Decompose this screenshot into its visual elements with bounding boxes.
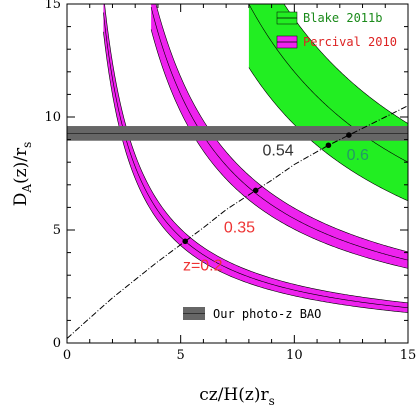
annotation-3: 0.6 — [347, 147, 369, 164]
x-tick-label-0: 0 — [63, 348, 71, 363]
ticks: 0 5 10 15 0 5 10 15 — [44, 0, 416, 363]
y-axis-title-sub-s: s — [20, 142, 34, 148]
plot-frame — [66, 3, 409, 344]
x-tick-label-5: 5 — [177, 348, 185, 363]
x-tick-label-15: 15 — [400, 348, 416, 363]
annotation-1: 0.35 — [224, 219, 255, 236]
x-axis-title: cz/H(z)rs — [199, 385, 275, 408]
band-center-z-0.2 — [103, 12, 408, 309]
point-z-0.54 — [325, 142, 332, 149]
y-axis-title: DA(z)/rs — [11, 142, 34, 207]
y-tick-label-10: 10 — [44, 110, 61, 125]
annotations: z=0.2 0.35 0.54 0.6 — [183, 142, 369, 274]
y-tick-label-15: 15 — [44, 0, 61, 12]
annotation-2: 0.54 — [263, 142, 294, 159]
y-tick-label-0: 0 — [53, 336, 61, 351]
distance-curve — [66, 105, 409, 339]
point-z-0.35 — [252, 187, 259, 194]
legend-label-blake: Blake 2011b — [303, 11, 382, 25]
y-tick-label-5: 5 — [53, 223, 61, 238]
y-axis-title-rest: (z)/r — [11, 147, 31, 184]
photoz-legend: Our photo-z BAO — [183, 307, 321, 321]
band-center-z-0.6 — [248, 4, 408, 163]
y-axis-title-main: D — [11, 193, 31, 207]
band-z-0.2 — [103, 4, 408, 313]
point-z-0.2 — [182, 238, 189, 245]
axes-frame — [66, 3, 409, 344]
band-edge-upper-z-0.6 — [283, 4, 408, 124]
x-tick-label-10: 10 — [286, 348, 303, 363]
x-axis-title-main: cz/H(z)r — [199, 385, 269, 405]
annotation-0: z=0.2 — [183, 258, 223, 275]
band-center-z-0.35 — [150, 6, 408, 261]
legend: Blake 2011b Percival 2010 — [276, 11, 397, 49]
band-edge-upper-z-0.35 — [155, 4, 408, 253]
legend-label-percival: Percival 2010 — [303, 35, 397, 49]
point-z-0.6 — [346, 132, 352, 138]
band-z-0.6 — [248, 4, 408, 201]
band-edge-lower-z-0.2 — [103, 31, 408, 313]
band-edge-upper-z-0.2 — [104, 4, 408, 304]
y-axis-title-sub-a: A — [20, 184, 34, 194]
x-axis-title-sub: s — [269, 394, 275, 408]
photo-z-bao-band — [67, 126, 408, 141]
distance-curve-line — [66, 105, 409, 339]
legend-label-photoz: Our photo-z BAO — [213, 307, 321, 321]
data-points — [182, 132, 352, 245]
band-edge-lower-z-0.6 — [248, 67, 408, 202]
